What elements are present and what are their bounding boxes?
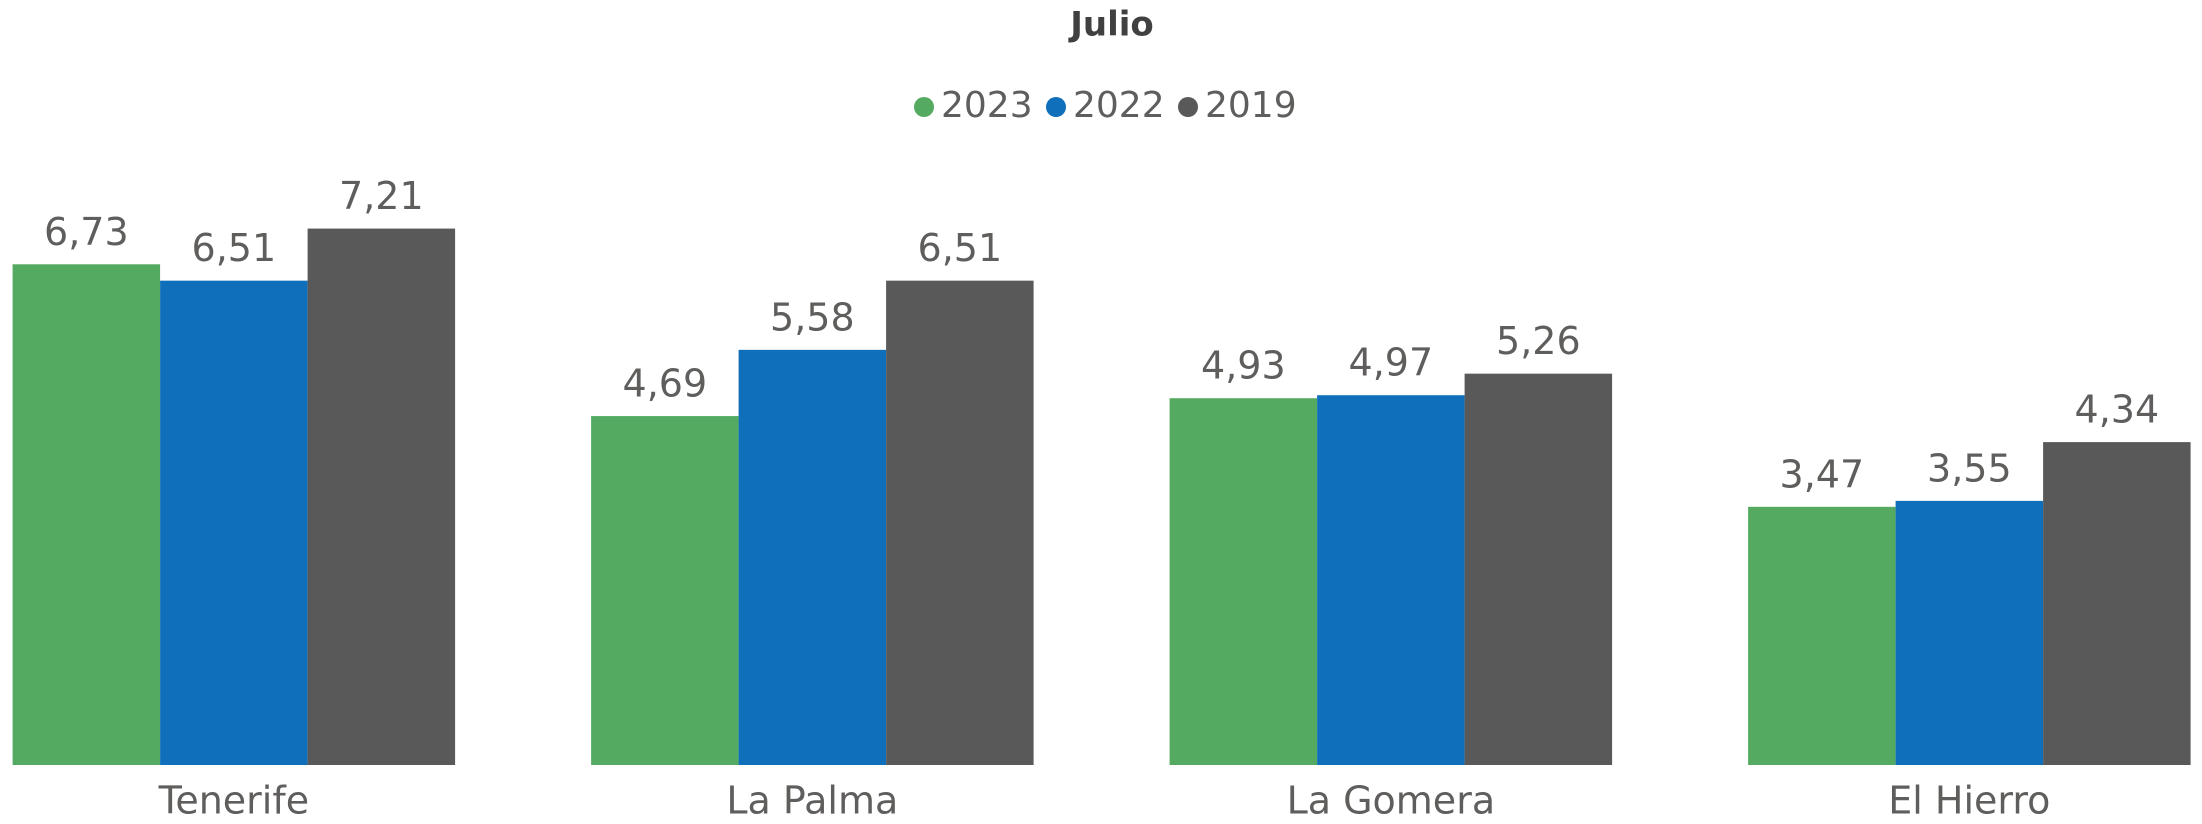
legend-marker <box>914 97 934 117</box>
data-label: 4,97 <box>1349 341 1434 385</box>
legend-label: 2023 <box>941 85 1033 126</box>
data-label: 5,26 <box>1496 319 1581 363</box>
bar <box>2043 442 2191 765</box>
bar <box>1464 373 1613 765</box>
legend-marker <box>1178 97 1198 117</box>
chart-title: Julio <box>1068 5 1154 45</box>
bar <box>1748 506 1896 765</box>
legend-marker <box>1046 97 1066 117</box>
data-label: 3,55 <box>1927 446 2012 490</box>
data-label: 3,47 <box>1780 452 1865 496</box>
data-label: 4,93 <box>1201 344 1286 388</box>
x-tick-label: La Palma <box>726 779 898 823</box>
bar <box>591 416 739 765</box>
bar <box>1895 500 2044 765</box>
bar <box>160 280 308 765</box>
data-label: 6,73 <box>44 210 129 254</box>
data-label: 6,51 <box>918 226 1003 270</box>
data-label: 7,21 <box>339 174 424 218</box>
legend-label: 2019 <box>1205 85 1297 126</box>
bar <box>307 228 456 766</box>
x-tick-label: Tenerife <box>158 779 310 823</box>
x-tick-label: El Hierro <box>1888 779 2050 823</box>
data-label: 4,34 <box>2075 388 2160 432</box>
bar <box>1317 395 1465 765</box>
legend-label: 2022 <box>1073 85 1165 126</box>
bar <box>738 349 887 765</box>
x-tick-label: La Gomera <box>1287 779 1496 823</box>
data-label: 6,51 <box>192 226 277 270</box>
bar <box>886 280 1034 765</box>
data-label: 4,69 <box>623 362 708 406</box>
data-label: 5,58 <box>770 295 855 339</box>
bar <box>1169 398 1318 765</box>
bar <box>12 264 161 765</box>
